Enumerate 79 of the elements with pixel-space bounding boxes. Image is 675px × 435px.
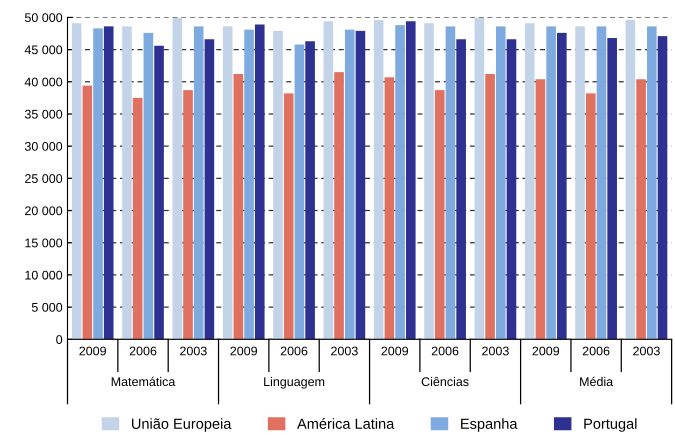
x-tick-label: 2009 xyxy=(381,346,408,356)
bar xyxy=(536,79,546,340)
bar xyxy=(154,46,164,340)
bar xyxy=(485,74,495,340)
text: Média xyxy=(580,376,614,386)
bar xyxy=(356,30,366,340)
bar xyxy=(474,18,484,340)
bar xyxy=(234,74,244,340)
bar xyxy=(646,26,657,340)
legend-label: Portugal xyxy=(584,418,636,432)
bar xyxy=(93,28,103,340)
bar xyxy=(344,30,355,340)
x-tick-label: 2009 xyxy=(230,346,258,356)
bar xyxy=(384,77,394,340)
y-tick-label: 35 000 xyxy=(24,110,62,119)
bar xyxy=(194,26,204,340)
bar xyxy=(254,24,265,340)
bar xyxy=(305,41,315,340)
bar xyxy=(222,26,232,340)
bar xyxy=(406,21,416,340)
bar xyxy=(122,26,132,340)
bar xyxy=(557,32,567,340)
legend-label: União Europeia xyxy=(132,418,232,432)
y-tick-label: 5 000 xyxy=(32,302,62,312)
y-tick-label: 10 000 xyxy=(25,270,62,280)
y-tick-label: 30 000 xyxy=(24,142,62,151)
x-tick-label: 2003 xyxy=(180,346,207,356)
x-tick-label: 2009 xyxy=(79,346,106,356)
y-tick-label: 45 000 xyxy=(24,45,62,54)
y-tick-label: 15 000 xyxy=(25,238,62,248)
bar xyxy=(575,26,585,340)
bar xyxy=(546,26,556,340)
x-tick-label: 2003 xyxy=(331,346,358,356)
bar xyxy=(104,26,114,340)
bar xyxy=(284,93,294,340)
bar xyxy=(446,26,456,340)
bar xyxy=(424,23,434,340)
bar xyxy=(506,39,516,340)
bar xyxy=(607,38,617,340)
bar xyxy=(596,26,606,340)
bar xyxy=(524,23,535,340)
bar xyxy=(626,20,636,340)
x-tick-label: 2006 xyxy=(582,346,610,356)
x-tick-label: 2006 xyxy=(432,346,458,356)
x-tick-label: 2003 xyxy=(482,346,509,356)
legend-label: América Latina xyxy=(297,418,394,429)
bar xyxy=(324,21,334,340)
y-tick-label: 25 000 xyxy=(25,174,62,183)
bar xyxy=(586,93,596,340)
y-tick-label: 0 xyxy=(56,335,62,344)
x-tick-label: 2009 xyxy=(532,346,560,356)
bar xyxy=(204,39,214,340)
y-tick-label: 20 000 xyxy=(25,206,62,216)
bar xyxy=(334,72,344,340)
y-tick-label: 50 000 xyxy=(24,13,62,22)
x-tick-label: 2003 xyxy=(633,346,660,356)
bar xyxy=(183,90,193,340)
bar xyxy=(132,98,142,340)
bar xyxy=(395,25,405,340)
bar xyxy=(273,30,283,340)
x-tick-label: 2006 xyxy=(280,346,308,356)
bar xyxy=(636,79,646,340)
bar xyxy=(456,39,466,340)
legend-label: Espanha xyxy=(461,418,518,432)
bar xyxy=(172,18,182,340)
bar xyxy=(658,36,668,340)
bar xyxy=(72,23,82,340)
text: Matemática xyxy=(112,376,176,386)
x-tick-label: 2006 xyxy=(130,346,156,356)
bar xyxy=(374,20,384,340)
y-tick-label: 40 000 xyxy=(24,78,62,86)
bar xyxy=(244,30,254,340)
text: Linguagem xyxy=(264,376,324,389)
bar xyxy=(82,86,92,340)
bar xyxy=(496,26,506,340)
bar xyxy=(144,32,154,340)
text: Ciências xyxy=(422,376,469,386)
bar xyxy=(294,44,304,340)
bar xyxy=(434,90,445,340)
